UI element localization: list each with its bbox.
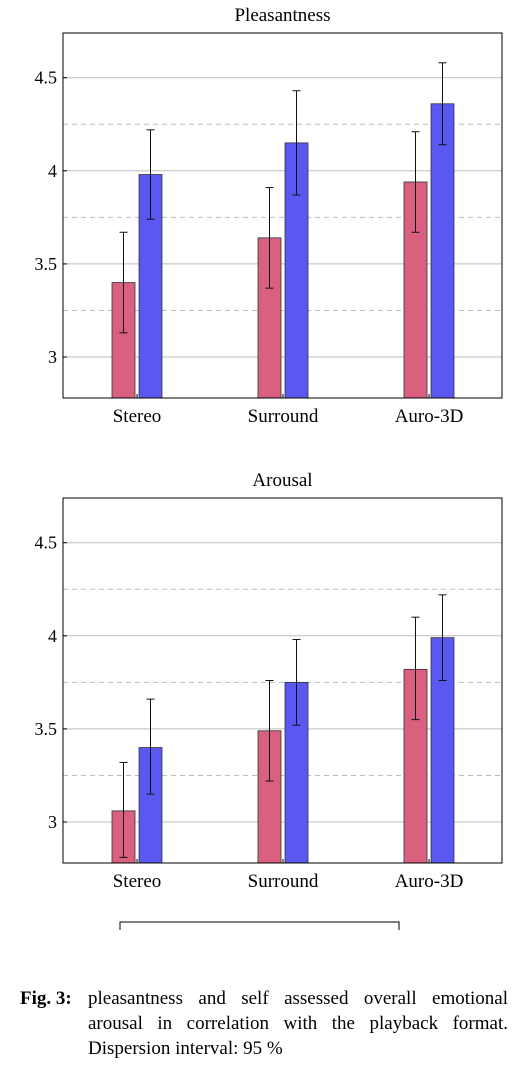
pleasantness-errorbar-excerpt-a-auro-3d — [411, 131, 420, 233]
pleasantness-errorbar-excerpt-a-surround — [265, 187, 274, 289]
caption-text: pleasantness and self assessed overall e… — [88, 988, 508, 1059]
pleasantness-ytick-label: 3.5 — [35, 254, 58, 274]
pleasantness-ytick-label: 4.5 — [35, 68, 58, 88]
arousal-ytick-label: 4 — [48, 626, 57, 646]
arousal-category-label-stereo: Stereo — [113, 871, 162, 892]
figure: Pleasantness 3 3.5 4 4.5 Stereo Surround Auro-3… — [35, 5, 503, 930]
arousal-category-label-auro-3d: Auro-3D — [395, 871, 464, 892]
arousal-chart: Arousal 3 3.5 4 4.5 Stereo Surround Auro-3D — [35, 470, 503, 892]
pleasantness-chart: Pleasantness 3 3.5 4 4.5 Stereo Surround Auro-3… — [35, 5, 503, 427]
pleasantness-category-label-stereo: Stereo — [113, 406, 162, 427]
pleasantness-errorbar-excerpt-a-stereo — [119, 231, 128, 334]
arousal-errorbar-excerpt-a-stereo — [119, 761, 128, 858]
pleasantness-ytick-label: 4 — [48, 161, 57, 181]
arousal-errorbar-excerpt-b-surround — [292, 639, 301, 726]
pleasantness-category-label-auro-3d: Auro-3D — [395, 406, 464, 427]
arousal-ytick-label: 3.5 — [35, 719, 58, 739]
arousal-title: Arousal — [252, 470, 312, 491]
arousal-ytick-label: 3 — [48, 812, 57, 832]
pleasantness-errorbar-excerpt-b-stereo — [146, 129, 155, 220]
arousal-errorbar-excerpt-a-auro-3d — [411, 616, 420, 721]
legend-box — [119, 921, 400, 930]
pleasantness-errorbar-excerpt-b-auro-3d — [438, 62, 447, 146]
arousal-errorbar-excerpt-b-stereo — [146, 698, 155, 795]
pleasantness-title: Pleasantness — [234, 5, 330, 26]
legend: Excerpt AExcerpt B — [119, 921, 400, 930]
pleasantness-category-label-surround: Surround — [248, 406, 319, 427]
pleasantness-errorbar-excerpt-b-surround — [292, 90, 301, 196]
arousal-errorbar-excerpt-a-surround — [265, 680, 274, 782]
arousal-ytick-label: 4.5 — [35, 533, 58, 553]
figure-caption: Fig. 3: pleasantness and self assessed ov… — [20, 986, 510, 1061]
pleasantness-ytick-label: 3 — [48, 347, 57, 367]
arousal-category-label-surround: Surround — [248, 871, 319, 892]
pleasantness-bar-excerpt-b-auro-3d — [430, 103, 455, 399]
caption-label: Fig. 3: — [20, 988, 72, 1009]
arousal-errorbar-excerpt-b-auro-3d — [438, 594, 447, 681]
